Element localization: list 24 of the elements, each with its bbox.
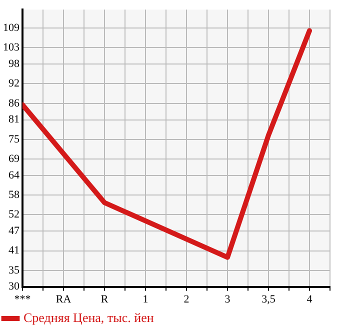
y-tick-label: 30 [8,280,20,293]
y-tick-label: 109 [3,22,20,34]
y-tick-label: 75 [8,133,20,146]
legend-label: Средняя Цена, тыс. йен [24,310,154,325]
y-tick-label: 98 [8,58,20,70]
y-tick-label: 58 [8,188,20,201]
y-tick-label: 47 [8,225,20,238]
y-tick-label: 103 [3,42,20,54]
y-tick-label: 81 [8,114,20,126]
y-tick-label: 92 [8,78,20,90]
y-tick-label: 35 [8,264,20,276]
x-tick-label: 2 [184,293,190,306]
x-tick-label: 4 [306,293,313,306]
y-tick-label: 52 [8,208,20,221]
x-tick-label: 3,5 [262,293,276,306]
y-tick-label: 86 [8,97,20,110]
y-tick-label: 64 [8,169,20,182]
x-tick-label: RA [56,293,72,306]
x-tick-label: 3 [224,293,231,306]
y-tick-label: 41 [8,244,20,257]
x-tick-label: 1 [142,293,148,306]
x-tick-label: *** [14,293,31,306]
x-tick-label: R [100,293,109,306]
y-tick-label: 69 [8,152,20,165]
